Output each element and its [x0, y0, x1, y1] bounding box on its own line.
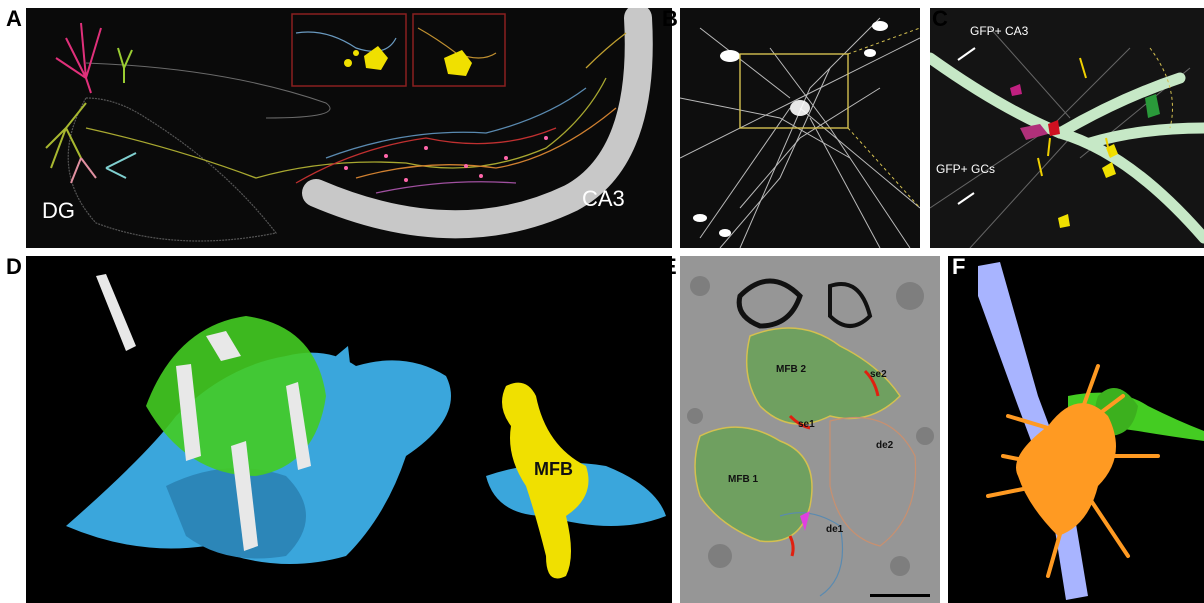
- dendrites: [680, 17, 920, 248]
- panel-c-illustration: [930, 27, 1204, 248]
- neuron-olive: [45, 102, 87, 169]
- axon-red: [295, 127, 557, 184]
- label-mfb2: MFB 2: [776, 364, 806, 375]
- panel-label-b: B: [662, 6, 678, 31]
- inset-bouton-2: [417, 27, 497, 76]
- panel-b-illustration: [680, 17, 920, 248]
- panel-d-3d-reconstruction: MFB: [26, 256, 672, 603]
- dg-outline: [67, 97, 278, 242]
- boutons-colored: [1010, 84, 1160, 140]
- neuron-green-small: [117, 47, 133, 83]
- neuron-cyan: [105, 152, 137, 179]
- spine-blue-tall: [336, 346, 374, 451]
- mfb1-region: [694, 426, 813, 543]
- axon-top-right: [585, 32, 627, 69]
- de1-outline: [779, 512, 843, 597]
- myelin-ring: [736, 278, 803, 329]
- scale-bar: [870, 594, 930, 597]
- panel-label-e: E: [662, 254, 677, 279]
- label-se1: se1: [798, 419, 815, 430]
- label-se2: se2: [870, 369, 887, 380]
- varicosities: [344, 136, 548, 182]
- panel-label-c: C: [932, 6, 948, 31]
- panel-e-illustration: [680, 256, 940, 603]
- axon-blue: [325, 87, 587, 159]
- panel-f-illustration: [978, 262, 1204, 600]
- panel-label-f: F: [952, 254, 966, 279]
- label-de1: de1: [826, 524, 844, 535]
- neuron-magenta: [55, 22, 102, 94]
- neuron-pink: [70, 157, 97, 184]
- panel-c-zoom-reconstruction: GFP+ CA3 GFP+ GCs: [930, 8, 1204, 248]
- panel-label-d: D: [6, 254, 22, 279]
- panel-e-electron-micrograph: MFB 2 MFB 1 se1 se2 de1 de2: [680, 256, 940, 603]
- spine-magenta: [800, 511, 810, 531]
- ca3-dendrites: [930, 52, 1204, 244]
- arrows-yellow: [1037, 57, 1111, 177]
- panel-a-axon-reconstructions: DG CA3: [26, 8, 672, 248]
- label-gfp-gcs: GFP+ GCs: [936, 162, 996, 176]
- de2-outline: [829, 417, 917, 547]
- axon-olive: [85, 77, 607, 179]
- white-arrows: [957, 47, 976, 205]
- label-mfb-d: MFB: [534, 459, 573, 479]
- label-mfb1: MFB 1: [728, 474, 758, 485]
- synapse-red: [788, 369, 880, 557]
- dendrite-surface-dark: [166, 468, 306, 559]
- panel-b-gfp-micrograph: [680, 8, 920, 248]
- inset-bouton-1: [295, 31, 397, 70]
- myelin-ring-2: [828, 282, 873, 328]
- panel-label-a: A: [6, 6, 22, 31]
- inset-frame-2: [412, 13, 506, 87]
- boutons-yellow: [1058, 144, 1118, 228]
- em-texture: [687, 276, 934, 576]
- axon-orange: [355, 107, 617, 179]
- axon-long-top: [85, 62, 331, 119]
- label-de2: de2: [876, 440, 894, 451]
- inset-frame-1: [291, 13, 407, 87]
- mfb-right: [486, 382, 666, 579]
- label-gfp-ca3: GFP+ CA3: [970, 24, 1029, 38]
- mfb2-region: [745, 327, 901, 425]
- label-dg: DG: [42, 198, 75, 223]
- somata: [693, 21, 888, 237]
- zoom-line-top: [847, 27, 920, 55]
- axon-purple: [375, 181, 517, 194]
- orange-processes: [986, 364, 1160, 578]
- zoom-frame: [739, 53, 849, 129]
- panel-f-3d-bouton: [948, 256, 1204, 603]
- mfb-bouton: [502, 382, 589, 579]
- axon-white: [96, 274, 311, 551]
- panel-a-illustration: [45, 8, 653, 242]
- label-ca3: CA3: [582, 186, 625, 211]
- panel-d-illustration: [66, 274, 666, 579]
- ca3-band: [302, 8, 653, 239]
- zoom-line-bottom: [847, 127, 920, 209]
